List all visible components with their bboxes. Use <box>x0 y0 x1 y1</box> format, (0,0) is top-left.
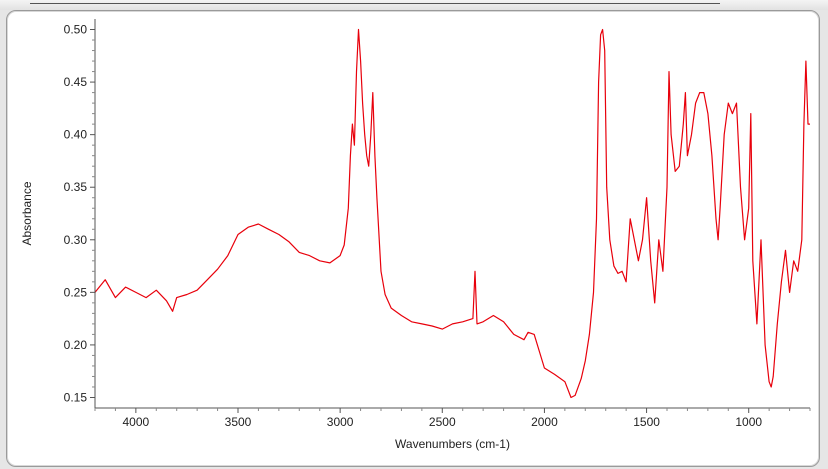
y-tick-label: 0.15 <box>64 390 88 404</box>
x-tick-label: 4000 <box>123 415 150 429</box>
x-axis: 4000 3500 3000 2500 2000 1500 1000 <box>94 407 811 429</box>
window-top-bar <box>0 0 828 10</box>
x-tick-label: 1500 <box>633 415 660 429</box>
x-tick-label: 2500 <box>429 415 456 429</box>
spectrum-line <box>94 28 810 399</box>
chart-panel: 4000 3500 3000 2500 2000 1500 1000 0.15 0.20 0.2… <box>6 10 820 467</box>
plot-area <box>94 28 810 399</box>
y-tick-label: 0.20 <box>64 338 88 352</box>
spectrum-chart: 4000 3500 3000 2500 2000 1500 1000 0.15 0.20 0.2… <box>20 19 811 451</box>
y-tick-label: 0.40 <box>64 128 88 142</box>
y-tick-label: 0.45 <box>64 75 88 89</box>
x-tick-label: 3500 <box>225 415 252 429</box>
top-divider <box>30 3 720 4</box>
y-tick-label: 0.50 <box>64 23 88 37</box>
y-tick-label: 0.25 <box>64 285 88 299</box>
x-tick-label: 3000 <box>327 415 354 429</box>
y-tick-label: 0.30 <box>64 233 88 247</box>
y-tick-label: 0.35 <box>64 180 88 194</box>
x-tick-label: 2000 <box>531 415 558 429</box>
x-tick-label: 1000 <box>735 415 762 429</box>
x-axis-title: Wavenumbers (cm-1) <box>395 437 510 451</box>
y-axis-title: Absorbance <box>20 181 34 245</box>
y-axis: 0.15 0.20 0.25 0.30 0.35 0.40 0.45 0.50 <box>64 19 96 408</box>
